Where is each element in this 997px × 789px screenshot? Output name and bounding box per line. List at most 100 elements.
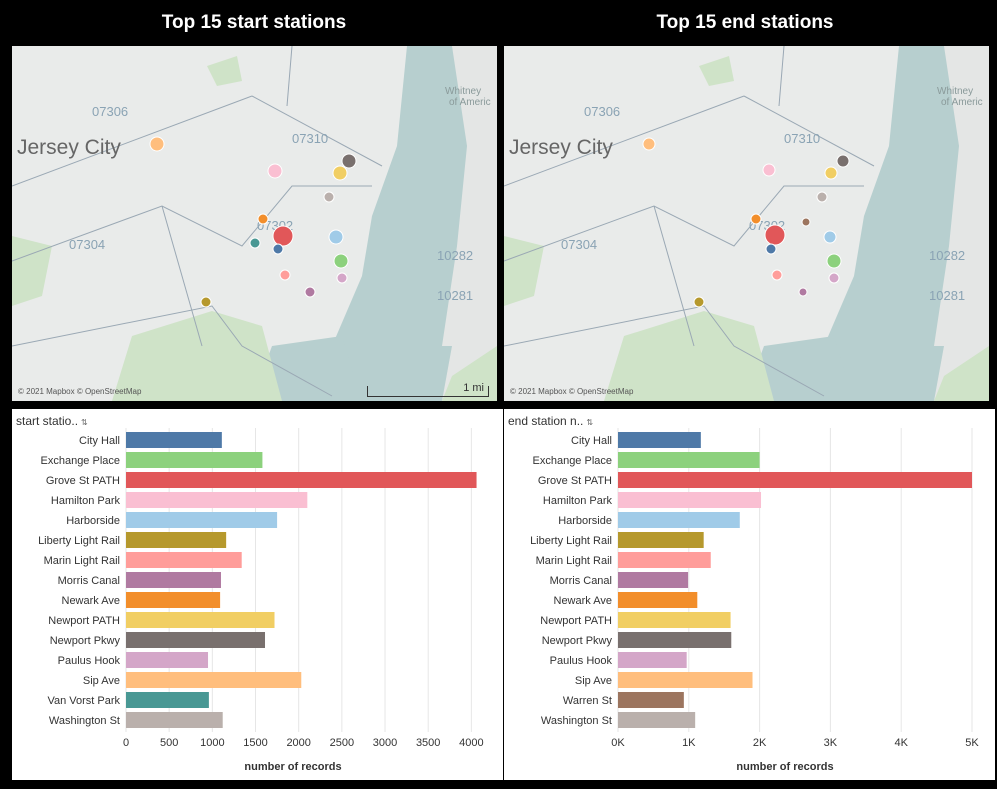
station-marker[interactable] xyxy=(765,243,777,255)
station-marker[interactable] xyxy=(149,136,165,152)
bar[interactable] xyxy=(618,432,701,448)
start-bar-chart-svg: 0 500 1000 1500 2000 2500 3000 3500 4000 City Hal… xyxy=(38,428,484,773)
bar[interactable] xyxy=(126,672,302,688)
station-marker[interactable] xyxy=(693,296,705,308)
bar[interactable] xyxy=(618,692,684,708)
station-marker[interactable] xyxy=(816,191,828,203)
bar[interactable] xyxy=(126,512,278,528)
station-marker[interactable] xyxy=(341,153,357,169)
station-marker[interactable] xyxy=(333,253,349,269)
park-area xyxy=(604,311,774,401)
manhattan-land xyxy=(432,46,497,401)
map-road xyxy=(12,95,253,187)
end-map-title: Top 15 end stations xyxy=(656,12,834,33)
station-marker[interactable] xyxy=(267,163,283,179)
station-marker[interactable] xyxy=(826,253,842,269)
category-label: Hamilton Park xyxy=(543,495,613,507)
bar[interactable] xyxy=(126,432,222,448)
category-label: Paulus Hook xyxy=(58,655,121,667)
station-marker[interactable] xyxy=(823,230,837,244)
category-label: Morris Canal xyxy=(550,575,612,587)
station-marker[interactable] xyxy=(828,272,840,284)
station-marker[interactable] xyxy=(323,191,335,203)
bar[interactable] xyxy=(618,712,696,728)
station-marker[interactable] xyxy=(257,213,269,225)
bar[interactable] xyxy=(126,452,263,468)
station-marker[interactable] xyxy=(771,269,783,281)
bar[interactable] xyxy=(126,632,266,648)
category-label: Newport PATH xyxy=(48,615,120,627)
station-marker[interactable] xyxy=(824,166,838,180)
bar[interactable] xyxy=(618,612,731,628)
category-label: Newark Ave xyxy=(554,595,613,607)
bar[interactable] xyxy=(618,532,704,548)
bar[interactable] xyxy=(618,632,732,648)
map-place-label: 07310 xyxy=(784,131,820,146)
station-marker[interactable] xyxy=(836,154,850,168)
bar[interactable] xyxy=(126,492,308,508)
category-label: Paulus Hook xyxy=(550,655,613,667)
park-area xyxy=(934,346,989,401)
station-marker[interactable] xyxy=(279,269,291,281)
bar[interactable] xyxy=(618,672,753,688)
bar[interactable] xyxy=(618,652,687,668)
station-marker[interactable] xyxy=(764,224,786,246)
bar[interactable] xyxy=(126,572,221,588)
category-label: Liberty Light Rail xyxy=(38,535,120,547)
park-area xyxy=(504,236,544,306)
category-label: Washington St xyxy=(49,715,120,727)
end-bar-chart-svg: 0K 1K 2K 3K 4K 5K City Hall Exchange Place Grove… xyxy=(530,428,979,773)
start-station-header[interactable]: start statio.. ⇅ xyxy=(16,414,88,428)
bar[interactable] xyxy=(618,452,760,468)
station-marker[interactable] xyxy=(750,213,762,225)
x-tick-label: 2K xyxy=(753,737,767,749)
map-place-label: 10282 xyxy=(437,248,473,263)
bar[interactable] xyxy=(126,592,221,608)
sort-descending-icon[interactable]: ⇅ xyxy=(81,418,88,427)
category-label: City Hall xyxy=(571,435,612,447)
category-label: Exchange Place xyxy=(533,455,613,467)
map-road xyxy=(778,46,785,107)
end-station-header[interactable]: end station n.. ⇅ xyxy=(508,414,593,428)
bar[interactable] xyxy=(618,572,689,588)
map-road xyxy=(161,205,203,347)
category-label: Sip Ave xyxy=(83,675,120,687)
category-label: Newport Pkwy xyxy=(542,635,613,647)
category-label: Grove St PATH xyxy=(46,475,120,487)
station-marker[interactable] xyxy=(762,163,776,177)
category-label: Newport PATH xyxy=(540,615,612,627)
x-tick-label: 0 xyxy=(123,737,129,749)
station-marker[interactable] xyxy=(272,243,284,255)
station-marker[interactable] xyxy=(801,217,811,227)
bar[interactable] xyxy=(618,492,762,508)
map-attribution: © 2021 Mapbox © OpenStreetMap xyxy=(18,387,142,396)
end-stations-map[interactable]: Jersey City 07306 07310 07304 07302 10282 1028… xyxy=(504,46,989,401)
manhattan-land xyxy=(924,46,989,401)
start-map-canvas: Jersey City07306073100730407302102821028… xyxy=(12,46,497,401)
bar[interactable] xyxy=(618,472,972,488)
station-marker[interactable] xyxy=(304,286,316,298)
x-tick-label: 2500 xyxy=(330,737,354,749)
bar[interactable] xyxy=(126,692,209,708)
bar[interactable] xyxy=(126,612,275,628)
station-marker[interactable] xyxy=(272,225,294,247)
bar[interactable] xyxy=(618,592,698,608)
station-marker[interactable] xyxy=(642,137,656,151)
category-label: Hamilton Park xyxy=(51,495,121,507)
bar[interactable] xyxy=(126,712,223,728)
x-tick-label: 3500 xyxy=(416,737,440,749)
bar[interactable] xyxy=(618,512,740,528)
bar[interactable] xyxy=(126,472,477,488)
bar[interactable] xyxy=(126,552,242,568)
station-marker[interactable] xyxy=(336,272,348,284)
station-marker[interactable] xyxy=(328,229,344,245)
station-marker[interactable] xyxy=(332,165,348,181)
sort-descending-icon[interactable]: ⇅ xyxy=(586,418,594,427)
start-stations-map[interactable]: Jersey City 07306 07310 07304 07302 10282 1028… xyxy=(12,46,497,401)
bar[interactable] xyxy=(618,552,711,568)
station-marker[interactable] xyxy=(798,287,808,297)
station-marker[interactable] xyxy=(249,237,261,249)
station-marker[interactable] xyxy=(200,296,212,308)
bar[interactable] xyxy=(126,532,227,548)
bar[interactable] xyxy=(126,652,209,668)
